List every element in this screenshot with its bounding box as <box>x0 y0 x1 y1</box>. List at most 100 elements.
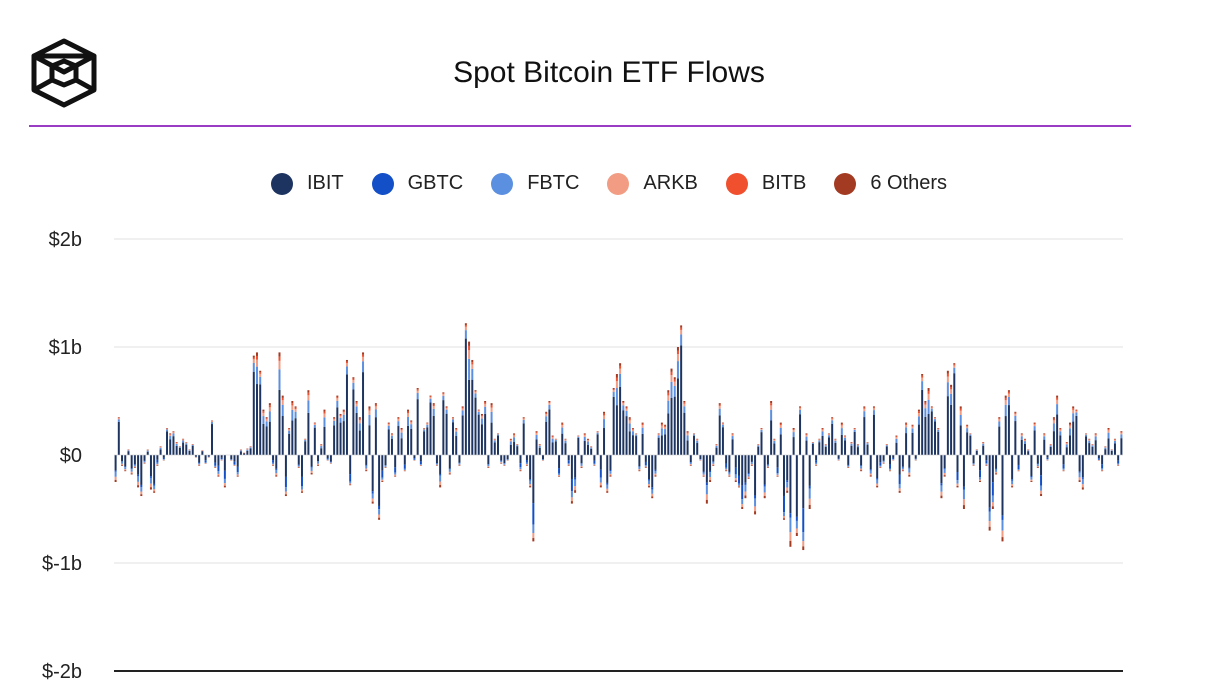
bar-segment-ibit <box>927 413 930 455</box>
bar-segment-ibit <box>651 455 654 488</box>
bar-segment-others <box>628 417 631 419</box>
bar-segment-fbtc <box>461 410 464 416</box>
bar-segment-fbtc <box>464 330 467 339</box>
bar-segment-bitb <box>355 402 358 404</box>
bar-segment-fbtc <box>570 491 573 498</box>
bar-segment-arkb <box>275 473 278 476</box>
bar-segment-others <box>362 352 365 355</box>
bar-segment-arkb <box>538 445 541 446</box>
bar-segment-fbtc <box>1094 436 1097 441</box>
bar-segment-fbtc <box>500 460 503 463</box>
bar-segment-ibit <box>487 455 490 465</box>
bar-segment-ibit <box>339 422 342 455</box>
bar-segment-others <box>985 465 988 466</box>
bar-segment-bitb <box>998 418 1001 420</box>
bar-segment-others <box>458 465 461 466</box>
bar-segment-ibit <box>869 455 872 470</box>
bar-segment-others <box>1068 422 1071 425</box>
bar-segment-gbtc <box>413 458 416 460</box>
bar-segment-arkb <box>1117 464 1120 466</box>
bar-segment-ibit <box>898 455 901 475</box>
bar-segment-others <box>133 467 136 468</box>
bar-segment-ibit <box>1027 451 1030 455</box>
bar-segment-ibit <box>1017 455 1020 465</box>
bar-segment-arkb <box>1033 424 1036 427</box>
header-divider <box>29 125 1131 127</box>
bar-segment-ibit <box>304 441 307 455</box>
legend-item-ibit[interactable]: IBIT <box>270 172 344 195</box>
bar-segment-gbtc <box>705 482 708 486</box>
bar-segment-fbtc <box>789 517 792 533</box>
bar-segment-ibit <box>342 421 345 455</box>
legend-item-bitb[interactable]: BITB <box>725 172 806 195</box>
bar-segment-others <box>474 390 477 392</box>
bar-segment-arkb <box>872 408 875 411</box>
bar-segment-others <box>680 325 683 328</box>
bar-segment-others <box>1062 470 1065 472</box>
bar-segment-fbtc <box>480 418 483 425</box>
bar-segment-ibit <box>256 384 258 455</box>
bar-segment-others <box>313 422 316 424</box>
bar-segment-fbtc <box>869 470 872 474</box>
bar-segment-gbtc <box>712 461 715 462</box>
bar-segment-arkb <box>789 532 792 542</box>
bar-segment-gbtc <box>689 462 692 463</box>
bar-segment-fbtc <box>1046 459 1049 460</box>
bar-segment-others <box>683 401 686 403</box>
legend-item-others[interactable]: 6 Others <box>834 172 947 195</box>
legend-item-gbtc[interactable]: GBTC <box>371 172 463 195</box>
bar-segment-ibit <box>124 455 127 467</box>
bar-segment-ibit <box>792 437 795 455</box>
bar-segment-fbtc <box>866 443 869 445</box>
bar-segment-ibit <box>519 455 522 464</box>
bar-segment-others <box>452 417 454 418</box>
bar-segment-fbtc <box>667 400 670 414</box>
bar-segment-ibit <box>400 438 403 455</box>
bar-segment-arkb <box>953 365 956 368</box>
bar-segment-others <box>349 484 352 486</box>
bar-segment-arkb <box>358 420 361 424</box>
legend-item-arkb[interactable]: ARKB <box>607 172 698 195</box>
bar-segment-ibit <box>696 443 699 455</box>
bar-segment-fbtc <box>1027 450 1030 452</box>
bar-segment-gbtc <box>860 465 863 467</box>
bar-segment-fbtc <box>156 462 159 465</box>
bar-segment-ibit <box>362 372 365 455</box>
bar-segment-fbtc <box>300 486 303 490</box>
bar-segment-arkb <box>297 466 300 468</box>
bar-segment-arkb <box>211 421 213 423</box>
bar-segment-fbtc <box>426 424 429 428</box>
bar-segment-others <box>439 485 442 488</box>
bar-segment-others <box>991 506 994 509</box>
bar-segment-ibit <box>275 455 278 469</box>
bar-segment-gbtc <box>297 464 300 466</box>
bar-segment-arkb <box>114 476 117 480</box>
bar-segment-arkb <box>268 407 271 412</box>
bar-segment-gbtc <box>750 461 753 463</box>
bar-segment-arkb <box>410 422 413 425</box>
bar-segment-arkb <box>802 541 805 547</box>
bar-segment-ibit <box>329 455 332 462</box>
bar-segment-arkb <box>657 434 660 436</box>
bar-segment-ibit <box>554 441 557 455</box>
bar-segment-others <box>291 401 294 404</box>
bar-segment-fbtc <box>256 366 258 385</box>
bar-segment-others <box>333 417 336 419</box>
bar-segment-arkb <box>946 376 949 383</box>
bar-segment-others <box>336 395 339 397</box>
bar-segment-arkb <box>500 462 503 464</box>
bar-segment-fbtc <box>696 440 699 444</box>
legend-item-fbtc[interactable]: FBTC <box>491 172 579 195</box>
bar-segment-others <box>738 486 740 488</box>
bar-segment-arkb <box>1068 425 1071 429</box>
bar-segment-arkb <box>471 364 474 369</box>
bar-segment-ibit <box>998 426 1001 455</box>
bar-segment-arkb <box>770 405 773 410</box>
bar-segment-others <box>545 411 548 413</box>
bar-segment-bitb <box>172 431 175 433</box>
bar-segment-ibit <box>185 444 188 455</box>
bar-segment-bitb <box>509 439 512 441</box>
bar-segment-gbtc <box>153 483 156 486</box>
bar-segment-fbtc <box>702 472 705 475</box>
bar-segment-others <box>1011 486 1014 488</box>
